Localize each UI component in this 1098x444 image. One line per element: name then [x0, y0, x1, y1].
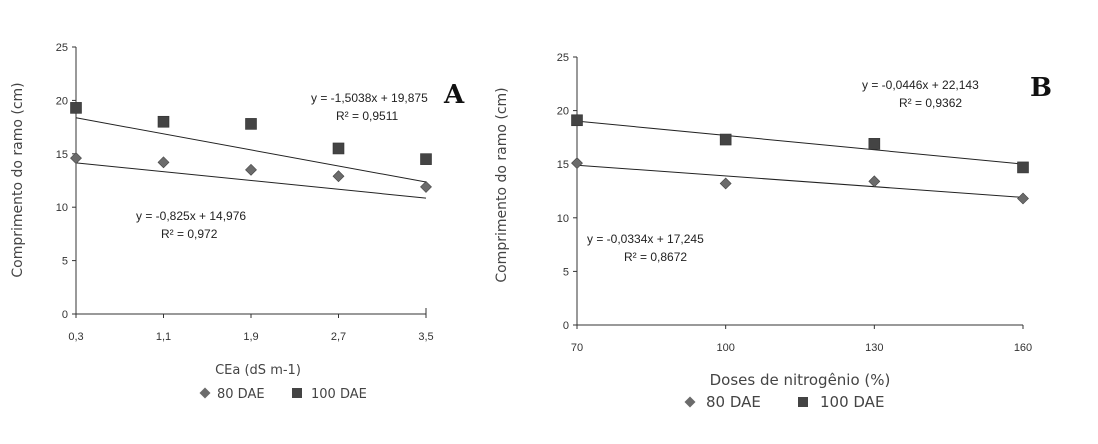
series-80-dae: y = -0,0334x + 17,245 R² = 0,8672: [571, 157, 1029, 264]
trend-equation: y = -0,825x + 14,976: [136, 209, 246, 223]
series-100-dae: y = -0,0446x + 22,143 R² = 0,9362: [571, 78, 1029, 174]
y-axis-label: Comprimento do ramo (cm): [10, 82, 26, 277]
y-tick-label: 20: [557, 106, 569, 118]
x-axis-label: Doses de nitrogênio (%): [710, 371, 891, 389]
legend-marker-square: [798, 397, 808, 407]
x-tick-label: 1,9: [243, 331, 258, 343]
data-point-square: [1017, 161, 1029, 174]
y-tick-label: 15: [56, 149, 68, 161]
r-squared: R² = 0,972: [161, 227, 218, 241]
legend-label: 80 DAE: [217, 387, 265, 402]
y-tick-label: 0: [62, 309, 68, 321]
chart-panel-b: 0 5 10 15 20 25 70 100 130 160 Comprimento do ramo…: [494, 52, 1052, 411]
data-point-diamond: [420, 180, 432, 193]
data-point-diamond: [571, 157, 583, 170]
x-tick-label: 3,5: [418, 331, 433, 343]
r-squared: R² = 0,9511: [336, 109, 398, 123]
trend-line: [75, 117, 427, 183]
legend-label: 80 DAE: [706, 393, 761, 411]
y-axis-label: Comprimento do ramo (cm): [494, 87, 510, 282]
data-point-diamond: [719, 177, 732, 190]
y-tick-label: 25: [557, 52, 569, 64]
data-point-diamond: [157, 156, 170, 169]
y-tick-label: 10: [557, 213, 569, 225]
data-point-square: [571, 114, 583, 127]
data-point-square: [719, 133, 732, 146]
data-point-diamond: [70, 152, 82, 164]
r-squared: R² = 0,8672: [624, 250, 687, 264]
y-tick-label: 10: [56, 202, 68, 214]
data-point-diamond: [245, 163, 257, 176]
data-point-square: [157, 115, 170, 128]
trend-line: [576, 164, 1024, 198]
y-tick-label: 5: [62, 256, 68, 268]
trend-equation: y = -0,0446x + 22,143: [862, 78, 979, 92]
trend-equation: y = -0,0334x + 17,245: [587, 232, 704, 246]
series-100-dae: y = -1,5038x + 19,875 R² = 0,9511: [70, 91, 432, 183]
y-tick-label: 20: [56, 95, 68, 107]
x-axis-label: CEa (dS m-1): [215, 363, 301, 378]
data-point-square: [245, 118, 257, 130]
data-point-diamond: [332, 170, 345, 183]
trend-line: [576, 120, 1024, 165]
data-point-square: [70, 102, 82, 114]
trend-equation: y = -1,5038x + 19,875: [311, 91, 428, 105]
x-tick-label: 160: [1014, 342, 1032, 354]
x-tick-label: 1,1: [156, 331, 171, 343]
y-tick-label: 0: [563, 320, 569, 332]
legend-marker-diamond: [684, 396, 696, 408]
y-tick-label: 5: [563, 266, 569, 278]
y-tick-label: 25: [56, 42, 68, 54]
y-tick-label: 15: [557, 159, 569, 171]
data-point-square: [420, 153, 432, 165]
x-tick-label: 0,3: [68, 331, 83, 343]
legend-marker-square: [292, 388, 302, 398]
x-tick-label: 70: [571, 342, 583, 354]
legend-label: 100 DAE: [311, 387, 367, 402]
x-tick-label: 2,7: [331, 331, 346, 343]
data-point-square: [868, 138, 881, 150]
panel-letter: B: [1030, 73, 1052, 103]
x-tick-label: 130: [865, 342, 883, 354]
series-80-dae: y = -0,825x + 14,976 R² = 0,972: [70, 152, 432, 241]
panel-letter: A: [443, 80, 465, 110]
data-point-diamond: [868, 175, 881, 188]
chart-panel-a: 0 5 10 15 20 25 0,3 1,1 1,9 2,7 3,5 Comprimento do …: [10, 42, 465, 402]
legend-marker-diamond: [199, 387, 211, 399]
r-squared: R² = 0,9362: [899, 96, 962, 110]
legend-label: 100 DAE: [820, 393, 884, 411]
x-tick-label: 100: [716, 342, 734, 354]
data-point-square: [332, 142, 345, 155]
data-point-diamond: [1017, 192, 1029, 205]
trend-line: [75, 162, 427, 199]
